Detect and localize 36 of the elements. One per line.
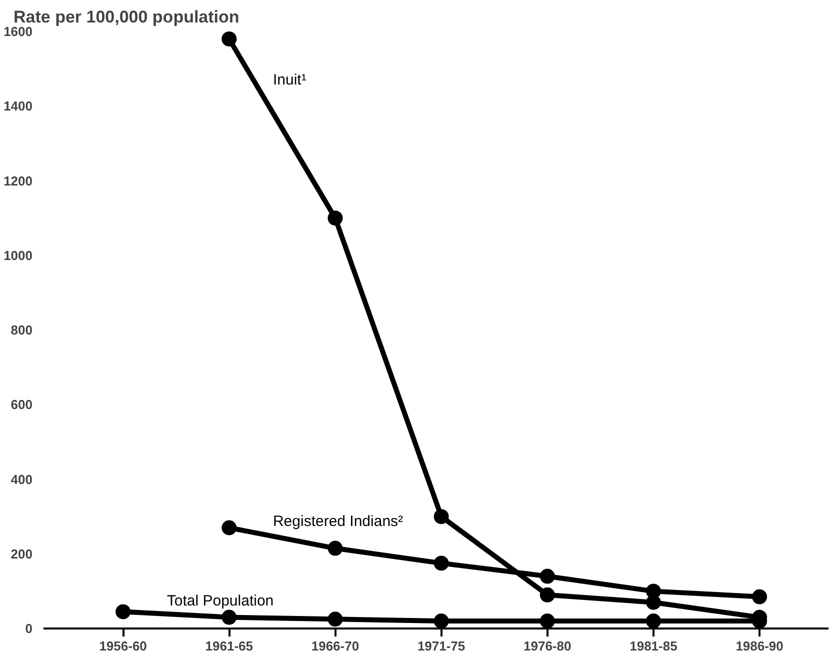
- y-tick-label: 1400: [4, 98, 32, 114]
- point: [434, 556, 449, 571]
- point: [116, 604, 131, 620]
- series-label: Total Population: [166, 592, 274, 610]
- point: [434, 614, 449, 628]
- x-tick-label: 1981-85: [630, 638, 678, 653]
- y-tick-label: 400: [10, 472, 33, 487]
- point: [328, 210, 343, 226]
- y-tick-label: 800: [10, 322, 33, 338]
- x-tick-label: 1961-65: [205, 638, 254, 653]
- point: [540, 587, 555, 602]
- point: [328, 612, 343, 627]
- y-tick-label: 1200: [4, 173, 32, 188]
- y-tick-label: 0: [25, 621, 33, 636]
- x-tick-label: 1971-75: [417, 638, 466, 653]
- point: [540, 568, 555, 584]
- y-tick-label: 1000: [4, 248, 32, 263]
- y-tick-label: 1600: [4, 24, 32, 39]
- x-tick-label: 1956-60: [99, 638, 147, 653]
- point: [222, 32, 237, 46]
- series-label: Registered Indians²: [272, 512, 404, 530]
- point: [752, 589, 768, 604]
- x-tick-label: 1986-90: [736, 638, 784, 653]
- point: [646, 584, 661, 599]
- y-tick-label: 600: [10, 397, 33, 412]
- point: [328, 540, 343, 556]
- point: [540, 614, 555, 628]
- series-label: Inuit¹: [272, 72, 306, 89]
- x-tick-label: 1976-80: [524, 638, 572, 653]
- y-tick-label: 200: [10, 546, 33, 562]
- point: [434, 509, 449, 524]
- point: [222, 520, 237, 536]
- y-axis-title: Rate per 100,000 population: [14, 8, 240, 26]
- point: [222, 610, 237, 625]
- x-tick-label: 1966-70: [311, 638, 360, 653]
- point: [646, 614, 661, 628]
